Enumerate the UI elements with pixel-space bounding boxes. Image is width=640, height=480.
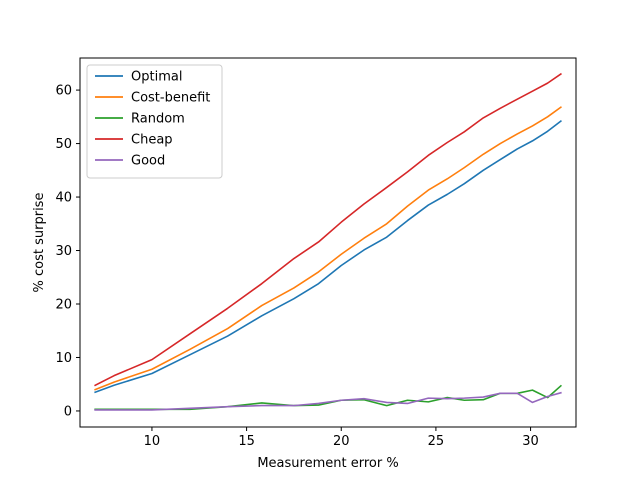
y-tick-label: 0 [64,404,72,419]
y-axis-label: % cost surprise [32,193,47,293]
y-axis-ticks: 0 10 20 30 40 50 60 [55,84,80,419]
series-line-cost-benefit [94,106,562,391]
x-tick-label: 30 [522,434,539,449]
x-axis-label: Measurement error % [257,456,398,471]
series-line-optimal [94,119,562,394]
legend-label: Cheap [131,133,173,148]
x-tick-label: 10 [144,434,161,449]
x-tick-label: 25 [428,434,445,449]
y-tick-label: 30 [55,244,72,259]
legend-label: Good [131,154,165,169]
y-tick-label: 10 [55,351,72,366]
plot-lines [94,72,562,411]
y-tick-label: 20 [55,298,72,313]
x-axis-ticks: 10 15 20 25 30 [144,427,539,449]
y-tick-label: 50 [55,137,72,152]
y-tick-label: 60 [55,84,72,99]
legend: Optimal Cost-benefit Random Cheap Good [86,64,223,179]
x-tick-label: 20 [333,434,350,449]
legend-label: Cost-benefit [131,91,210,106]
legend-label: Random [131,112,185,127]
x-tick-label: 15 [238,434,255,449]
legend-box [86,64,223,179]
series-line-good [94,391,562,411]
series-line-cheap [94,72,562,387]
legend-label: Optimal [131,70,182,85]
y-tick-label: 40 [55,191,72,206]
plot-frame [79,57,577,428]
